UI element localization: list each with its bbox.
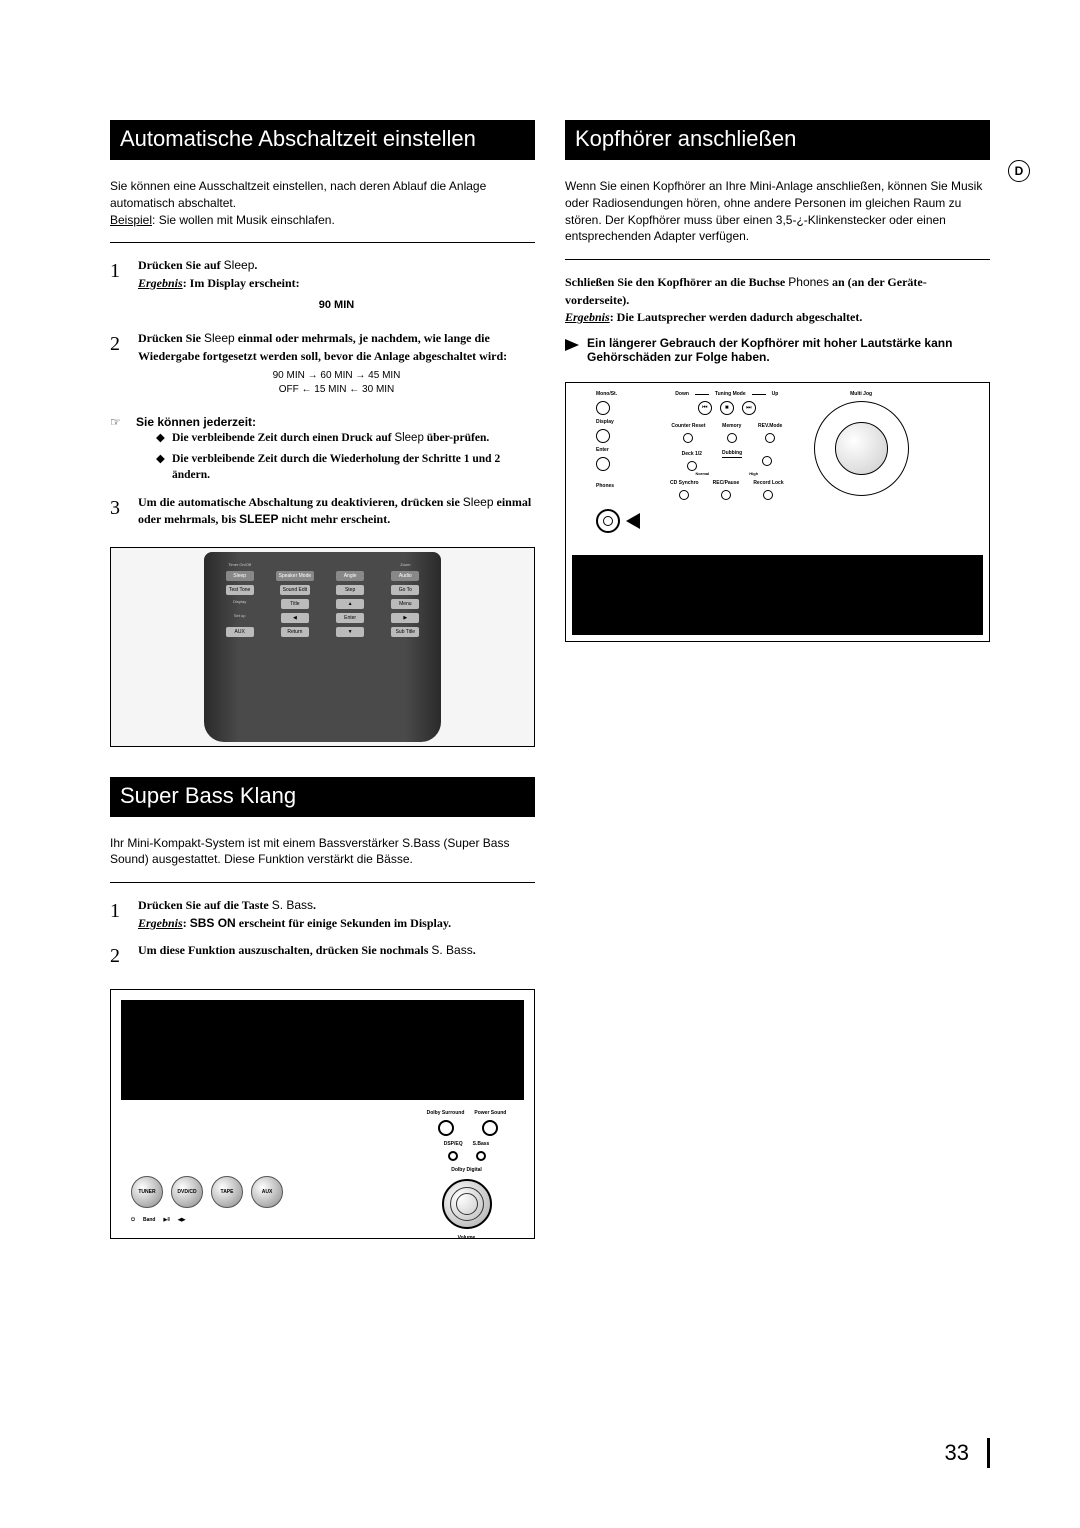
super-bass-intro: Ihr Mini-Kompakt-System ist mit einem Ba… <box>110 835 535 869</box>
divider <box>110 882 535 883</box>
headphones-warning: Ein längerer Gebrauch der Kopfhörer mit … <box>565 336 990 364</box>
note-block: ☞ Sie können jederzeit: ◆Die verbleibend… <box>110 415 535 488</box>
sb-step-2: 2 Um diese Funktion auszuschalten, drück… <box>110 942 535 971</box>
step-3: 3 Um die automatische Abschaltung zu dea… <box>110 494 535 529</box>
warning-icon <box>565 339 579 351</box>
auto-off-intro: Sie können eine Ausschaltzeit einstellen… <box>110 178 535 228</box>
divider <box>110 242 535 243</box>
language-badge: D <box>1008 160 1030 182</box>
headphones-instruction: Schließen Sie den Kopfhörer an die Buchs… <box>565 274 990 326</box>
display-value: 90 MIN <box>138 298 535 314</box>
step-1: 1 Drücken Sie auf Sleep. Ergebnis: Im Di… <box>110 257 535 320</box>
remote-control-figure: Timer On/OffZoom Sleep Speaker Mode Angl… <box>110 547 535 747</box>
phones-arrow-icon <box>626 513 640 529</box>
headphones-intro: Wenn Sie einen Kopfhörer an Ihre Mini-An… <box>565 178 990 245</box>
right-column: Kopfhörer anschließen Wenn Sie einen Kop… <box>565 120 990 1239</box>
phones-panel-figure: Mono/St. Display Enter Phones Down <box>565 382 990 642</box>
section-title-headphones: Kopfhörer anschließen <box>565 120 990 160</box>
section-title-super-bass: Super Bass Klang <box>110 777 535 817</box>
page-number: 33 <box>945 1438 990 1468</box>
multi-jog-dial <box>814 401 909 496</box>
front-panel-figure: Dolby Surround Power Sound DSP/EQ S.Bass… <box>110 989 535 1239</box>
divider <box>565 259 990 260</box>
step-2: 2 Drücken Sie Sleep einmal oder mehrmals… <box>110 330 535 405</box>
left-column: Automatische Abschaltzeit einstellen Sie… <box>110 120 535 1239</box>
phones-jack <box>596 509 620 533</box>
sb-step-1: 1 Drücken Sie auf die Taste S. Bass. Erg… <box>110 897 535 932</box>
section-title-auto-off: Automatische Abschaltzeit einstellen <box>110 120 535 160</box>
